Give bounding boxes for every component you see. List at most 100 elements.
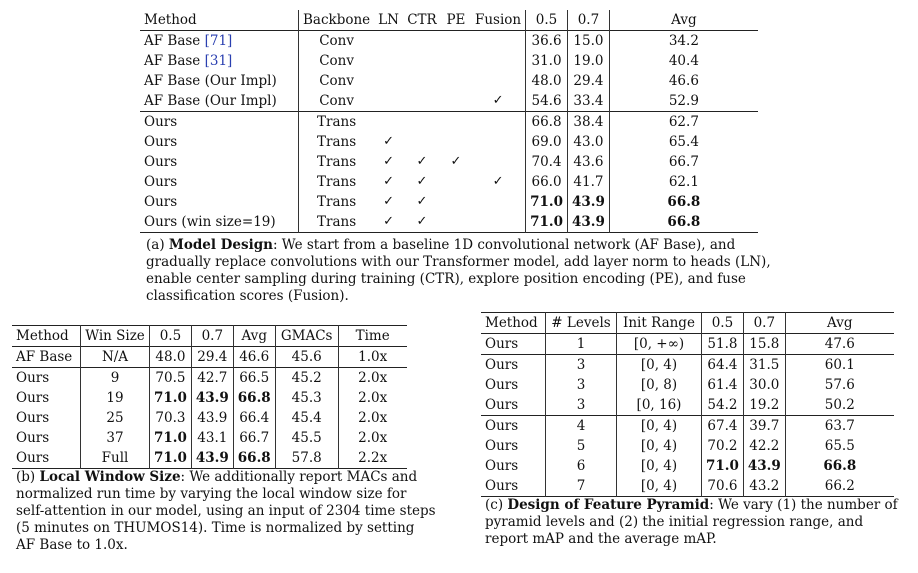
cell-ctr	[403, 112, 441, 133]
cell-ln	[374, 112, 403, 133]
cell-method: AF Base [71]	[140, 30, 299, 51]
cell-method: Ours	[12, 388, 81, 408]
cell-avg: 62.1	[668, 174, 699, 190]
table-row: AF Base [71] Conv 36.6 15.0 34.2	[140, 30, 758, 51]
cell-05: 48.0	[149, 346, 192, 368]
cell-avg: 40.4	[668, 53, 699, 69]
cell-ln: ✓	[383, 214, 395, 229]
col-header-method: Method	[481, 312, 546, 334]
cell-levels: 6	[545, 456, 617, 476]
cell-05: 67.4	[701, 415, 744, 436]
method-name: AF Base (Our Impl)	[144, 73, 277, 89]
cell-07: 43.6	[567, 152, 610, 172]
cell-avg: 66.2	[824, 478, 855, 494]
cell-avg: 34.2	[668, 33, 699, 49]
cell-method: Ours	[481, 456, 546, 476]
cell-07: 43.2	[743, 476, 786, 497]
feature-pyramid-table: Method # Levels Init Range 0.5 0.7 Avg O…	[481, 312, 894, 497]
col-header-ln: LN	[378, 12, 399, 28]
cell-avg: 66.8	[667, 214, 701, 230]
table-row: Ours Trans ✓ ✓ 71.0 43.9 66.8	[140, 192, 758, 212]
col-header-ctr: CTR	[407, 12, 437, 28]
cell-method: Ours	[481, 333, 546, 355]
cell-05: 36.6	[525, 30, 568, 51]
col-header-avg: Avg	[233, 325, 276, 347]
cell-avg: 46.6	[233, 346, 276, 368]
cell-fusion	[470, 132, 527, 152]
cell-05: 64.4	[701, 354, 744, 375]
table-row: Ours 4 [0, 4) 67.4 39.7 63.7	[481, 415, 894, 436]
cell-fusion	[470, 111, 527, 132]
cell-07: 29.4	[191, 346, 234, 368]
col-header-05: 0.5	[525, 10, 568, 31]
citation-link[interactable]: [71]	[204, 33, 233, 49]
cell-fusion	[470, 51, 527, 71]
col-header-win-size: Win Size	[80, 325, 150, 347]
table-row: AF Base N/A 48.0 29.4 46.6 45.6 1.0x	[12, 346, 407, 368]
cell-pe	[441, 91, 471, 112]
cell-05: 54.2	[701, 395, 744, 416]
cell-avg: 65.5	[824, 438, 855, 454]
cell-win-size: 37	[80, 428, 150, 448]
caption-c-label: (c)	[485, 497, 508, 513]
cell-time: 2.0x	[358, 390, 388, 406]
cell-05: 66.8	[525, 111, 568, 132]
cell-07: 43.9	[743, 456, 786, 476]
caption-a-title: Model Design	[168, 237, 273, 253]
cell-backbone: Trans	[317, 114, 357, 130]
cell-pe	[441, 132, 471, 152]
cell-pe	[441, 172, 471, 192]
col-header-avg: Avg	[671, 12, 697, 28]
cell-fusion	[470, 212, 527, 233]
cell-pe	[441, 71, 471, 91]
cell-gmacs: 45.4	[275, 408, 339, 428]
cell-05: 48.0	[525, 71, 568, 91]
col-header-fusion: Fusion	[470, 10, 527, 31]
cell-05: 51.8	[701, 333, 744, 355]
cell-gmacs: 57.8	[275, 448, 339, 469]
citation-link[interactable]: [31]	[204, 53, 233, 69]
cell-time: 1.0x	[358, 349, 388, 365]
cell-05: 69.0	[525, 132, 568, 152]
cell-ctr: ✓	[416, 194, 428, 209]
cell-ctr: ✓	[416, 214, 428, 229]
cell-method: Ours	[12, 408, 81, 428]
cell-05: 54.6	[525, 91, 568, 112]
col-header-gmacs: GMACs	[275, 325, 339, 347]
cell-backbone: Conv	[319, 33, 354, 49]
cell-time: 2.0x	[358, 410, 388, 426]
table-row: Ours Trans ✓ ✓ ✓ 70.4 43.6 66.7	[140, 152, 758, 172]
cell-init-range: [0, 4)	[616, 436, 702, 456]
cell-levels: 3	[545, 375, 617, 395]
cell-07: 43.9	[191, 388, 234, 408]
cell-ctr	[403, 91, 441, 112]
local-window-table: Method Win Size 0.5 0.7 Avg GMACs Time A…	[12, 325, 407, 469]
cell-avg: 57.6	[824, 377, 855, 393]
cell-backbone: Trans	[317, 134, 357, 150]
cell-time: 2.2x	[358, 450, 388, 466]
cell-init-range: [0, 4)	[616, 476, 702, 497]
cell-time: 2.0x	[358, 370, 388, 386]
method-name: AF Base	[144, 33, 205, 49]
cell-07: 31.5	[743, 354, 786, 375]
cell-method: Ours	[12, 428, 81, 448]
cell-backbone: Trans	[317, 214, 357, 230]
cell-avg: 47.6	[824, 336, 855, 352]
cell-pe: ✓	[450, 154, 462, 169]
table-header-row: Method Win Size 0.5 0.7 Avg GMACs Time	[12, 325, 407, 347]
cell-07: 19.0	[567, 51, 610, 71]
cell-07: 43.9	[567, 212, 610, 233]
cell-ln	[374, 51, 403, 71]
cell-ln: ✓	[383, 134, 395, 149]
cell-ln	[374, 71, 403, 91]
cell-avg: 66.7	[233, 428, 276, 448]
cell-backbone: Trans	[317, 194, 357, 210]
table-row: Ours 19 71.0 43.9 66.8 45.3 2.0x	[12, 388, 407, 408]
method-name: AF Base	[144, 53, 205, 69]
cell-05: 71.0	[701, 456, 744, 476]
cell-avg: 52.9	[668, 93, 699, 109]
col-header-05: 0.5	[701, 312, 744, 334]
cell-method: Ours	[140, 132, 299, 152]
cell-method: Ours	[481, 476, 546, 497]
cell-07: 42.2	[743, 436, 786, 456]
